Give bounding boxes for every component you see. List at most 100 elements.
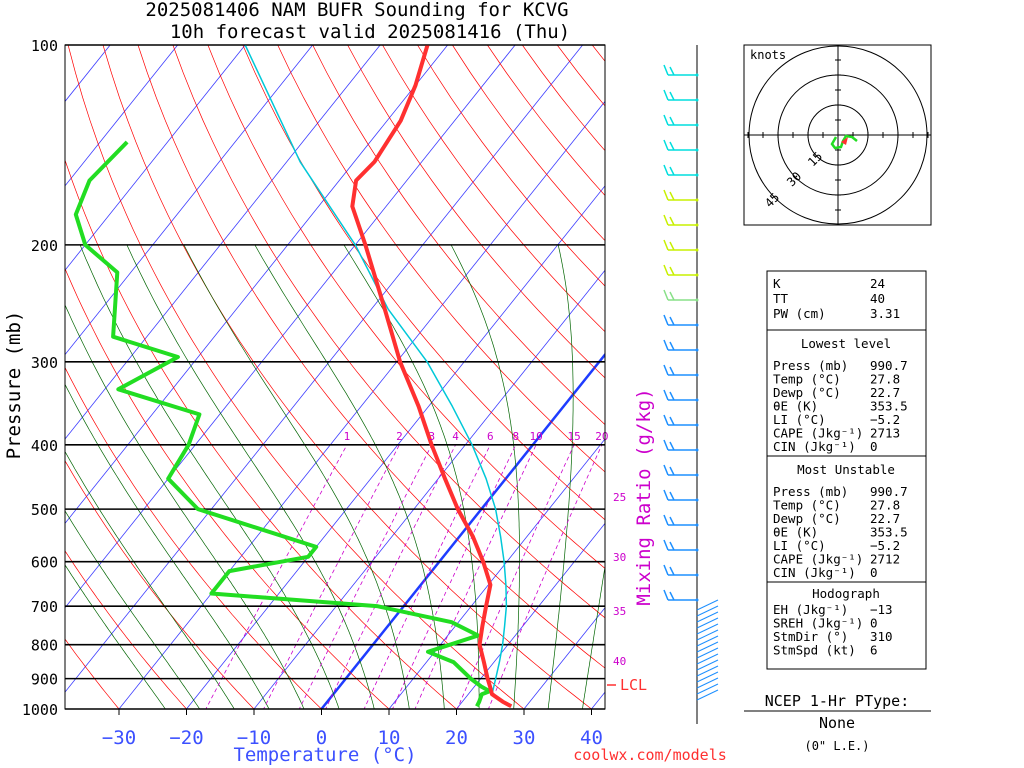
ptype-header: NCEP 1-Hr PType: <box>765 692 910 710</box>
isobars <box>65 44 605 710</box>
table-row-label: Press (mb) <box>773 358 848 373</box>
pressure-tick-label: 100 <box>31 37 58 55</box>
table-row-label: CIN (Jkg⁻¹) <box>773 565 856 580</box>
wind-barb-feather <box>663 489 669 501</box>
wind-barb <box>696 671 719 683</box>
table-row-label: Dewp (°C) <box>773 385 841 400</box>
table-row-label: CIN (Jkg⁻¹) <box>773 439 856 454</box>
wind-barb-feather <box>669 291 675 301</box>
pressure-tick-label: 200 <box>31 237 58 255</box>
wind-barb-feather <box>669 366 675 376</box>
dry-adiabat <box>207 45 605 569</box>
wind-barbs <box>663 64 719 701</box>
dry-adiabat <box>65 550 187 709</box>
dry-adiabat <box>277 45 605 473</box>
ptype-liquid-equivalent: (0" L.E.) <box>804 739 869 753</box>
dry-adiabat <box>65 267 390 709</box>
chart-title-line1: 2025081406 NAM BUFR Sounding for KCVG <box>145 0 568 21</box>
temp-tick-label: −30 <box>102 727 136 749</box>
ptype-value: None <box>819 714 855 732</box>
wind-barb-feather <box>663 114 669 126</box>
temp-tick-label: 40 <box>580 727 603 749</box>
pressure-tick-label: 300 <box>31 354 58 372</box>
wind-barb <box>696 689 719 701</box>
temp-tick-label: 10 <box>378 727 401 749</box>
wind-barb-feather <box>669 491 675 501</box>
dry-adiabat <box>312 45 605 426</box>
wind-barb-feather <box>663 514 669 526</box>
temp-tick-label: 30 <box>513 727 536 749</box>
wind-barb-feather <box>663 264 669 276</box>
moist-adiabat <box>65 383 270 709</box>
table-row-value: −13 <box>870 602 893 617</box>
table-row-label: SREH (Jkg⁻¹) <box>773 616 863 631</box>
isotherm <box>185 185 605 709</box>
source-credit: coolwx.com/models <box>573 746 727 764</box>
wind-barb <box>696 599 719 611</box>
wind-barb-dot <box>695 498 699 502</box>
wind-barb-feather <box>663 314 669 326</box>
table-row-label: CAPE (Jkg⁻¹) <box>773 426 863 441</box>
dry-adiabat <box>65 366 323 709</box>
table-row-value: 353.5 <box>870 399 908 414</box>
isotherm <box>455 522 605 709</box>
moist-adiabat <box>183 244 410 709</box>
pw-label: PW (cm) <box>773 306 826 321</box>
wind-barb-dot <box>695 398 699 402</box>
moist-adiabat <box>65 564 166 709</box>
table-row-label: Dewp (°C) <box>773 511 841 526</box>
parcel-trace <box>244 45 512 707</box>
wind-barb <box>696 659 719 671</box>
wind-barb-dot <box>695 123 699 127</box>
wind-barb-feather <box>663 364 669 376</box>
y-axis-title: Pressure (mb) <box>3 311 25 460</box>
dry-adiabat <box>242 45 605 521</box>
pressure-tick-label: 1000 <box>22 701 58 719</box>
table-row-value: 353.5 <box>870 525 908 540</box>
dry-adiabat <box>347 45 605 379</box>
wind-barb <box>696 635 719 647</box>
hodograph-units: knots <box>750 48 786 62</box>
dewpoint-trace <box>73 140 492 708</box>
dry-adiabat <box>65 460 255 709</box>
temp-tick-label: 20 <box>445 727 468 749</box>
lcl-label: LCL <box>620 676 647 694</box>
mixing-ratio-tick-label: 2 <box>396 430 403 443</box>
table-row-label: StmDir (°) <box>773 629 848 644</box>
table-row-label: θE (K) <box>773 525 818 540</box>
wind-barb-feather <box>669 591 675 601</box>
table-row-label: Temp (°C) <box>773 372 841 387</box>
table-row-value: 27.8 <box>870 372 900 387</box>
mixing-ratio-line <box>205 444 348 709</box>
wind-barb-feather <box>669 441 675 451</box>
wind-barb-feather <box>663 539 669 551</box>
wind-barb-dot <box>695 448 699 452</box>
table-row-label: LI (°C) <box>773 412 826 427</box>
wind-barb-dot <box>695 473 699 477</box>
pressure-tick-label: 900 <box>31 671 58 689</box>
moist-adiabat <box>65 304 305 709</box>
isotherm <box>65 45 381 440</box>
wind-barb <box>696 605 719 617</box>
moist-adiabat <box>547 244 574 709</box>
table-row-value: 27.8 <box>870 498 900 513</box>
table-row-value: 0 <box>870 616 878 631</box>
wind-barb <box>696 641 719 653</box>
moist-adiabat <box>343 244 480 709</box>
isotherm <box>65 45 449 524</box>
mixing-ratio-tick-label: 15 <box>567 430 580 443</box>
table-row-label: Press (mb) <box>773 484 848 499</box>
table-row-value: 6 <box>870 643 878 658</box>
dry-adiabat <box>67 45 525 709</box>
wind-barb-feather <box>663 189 669 201</box>
wind-barb-feather <box>669 91 675 101</box>
storm-motion-marker <box>841 137 848 145</box>
wind-barb <box>696 683 719 695</box>
moist-adiabat <box>65 450 235 709</box>
table-row-value: 2712 <box>870 552 900 567</box>
mixing-ratio-tick-label: 1 <box>344 430 351 443</box>
wind-barb <box>696 677 719 689</box>
wind-barb-feather <box>663 439 669 451</box>
wind-barb-feather <box>669 66 675 76</box>
moist-adiabat <box>254 244 445 709</box>
